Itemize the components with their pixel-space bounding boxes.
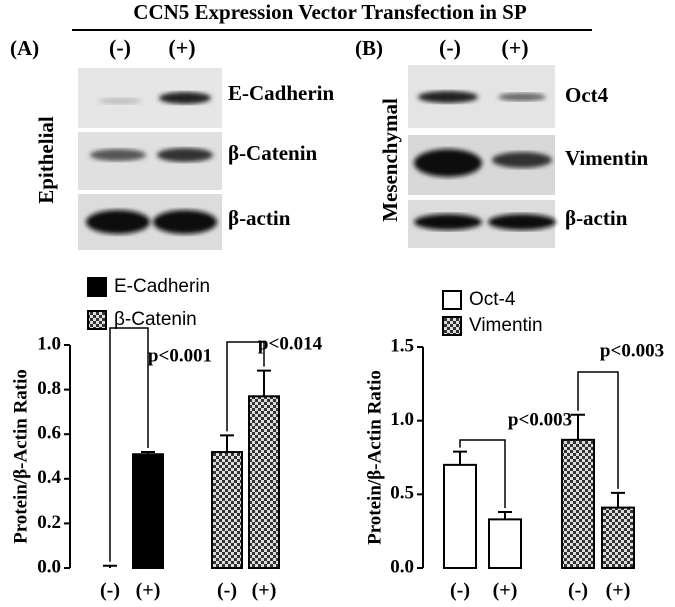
bar [132,453,164,569]
blot-label: Vimentin [565,146,649,170]
blot-label: β-actin [228,206,291,230]
x-tick-label: (+) [252,580,277,602]
y-tick-label: 0.2 [37,512,61,533]
legend-label: Oct-4 [469,289,516,310]
blot-label: Oct4 [565,83,609,107]
annotation: p<0.014 [258,333,323,354]
y-tick-label: 0.4 [37,467,61,488]
x-tick-label: (-) [100,580,120,602]
blot [78,68,222,250]
annotation: p<0.003 [508,409,572,430]
y-tick-label: 1.0 [390,409,414,430]
x-tick-label: (+) [606,580,631,602]
y-tick-label: 0.6 [37,423,61,444]
bar [601,506,635,569]
error-bar [257,369,271,397]
bar [443,463,477,569]
legend-label: E-Cadherin [114,276,210,297]
significance-bracket [226,341,265,432]
blot-label: β-actin [565,206,628,230]
y-tick-label: 1.0 [37,333,61,354]
bar [248,395,280,570]
error-bar [220,434,234,453]
lane-label: (-) [109,35,131,60]
y-axis-label: Protein/β-Actin Ratio [10,369,31,544]
x-tick-label: (+) [136,580,161,602]
legend-swatch [442,290,462,310]
x-tick-label: (-) [568,580,588,602]
y-axis-label: Protein/β-Actin Ratio [364,370,385,545]
error-bar [611,491,625,508]
figure-title: CCN5 Expression Vector Transfection in S… [133,0,527,24]
bar [561,438,595,569]
x-tick-label: (-) [217,580,237,602]
side-label: Epithelial [34,116,58,204]
error-bar [453,450,467,465]
y-tick-label: 0.8 [37,378,61,399]
bar [488,518,522,570]
error-bar [571,413,585,440]
legend-label: β-Catenin [114,309,197,330]
y-tick-label: 0.0 [390,556,414,577]
y-tick-label: 1.5 [390,335,414,356]
legend-label: Vimentin [469,315,543,336]
significance-bracket [459,439,506,509]
blot [408,65,556,248]
side-label: Mesenchymal [378,98,402,222]
annotation: p<0.001 [148,345,212,366]
lane-label: (+) [168,35,195,60]
blot-label: E-Cadherin [228,81,335,105]
significance-bracket [109,327,149,562]
legend-swatch [87,277,107,297]
bar [211,451,243,570]
legend-swatch [87,310,107,330]
lane-label: (+) [501,35,528,60]
legend-swatch [442,316,462,336]
blot-label: β-Catenin [228,141,318,165]
y-tick-label: 0.5 [390,483,414,504]
lane-label: (-) [439,35,461,60]
annotation: p<0.003 [600,340,664,361]
panel-label: (A) [10,36,39,60]
x-tick-label: (-) [450,580,470,602]
error-bar [141,451,155,455]
error-bar [498,511,512,520]
y-tick-label: 0.0 [37,556,61,577]
error-bar [103,564,117,568]
panel-label: (B) [355,36,383,60]
significance-bracket [577,371,619,489]
x-tick-label: (+) [493,580,518,602]
